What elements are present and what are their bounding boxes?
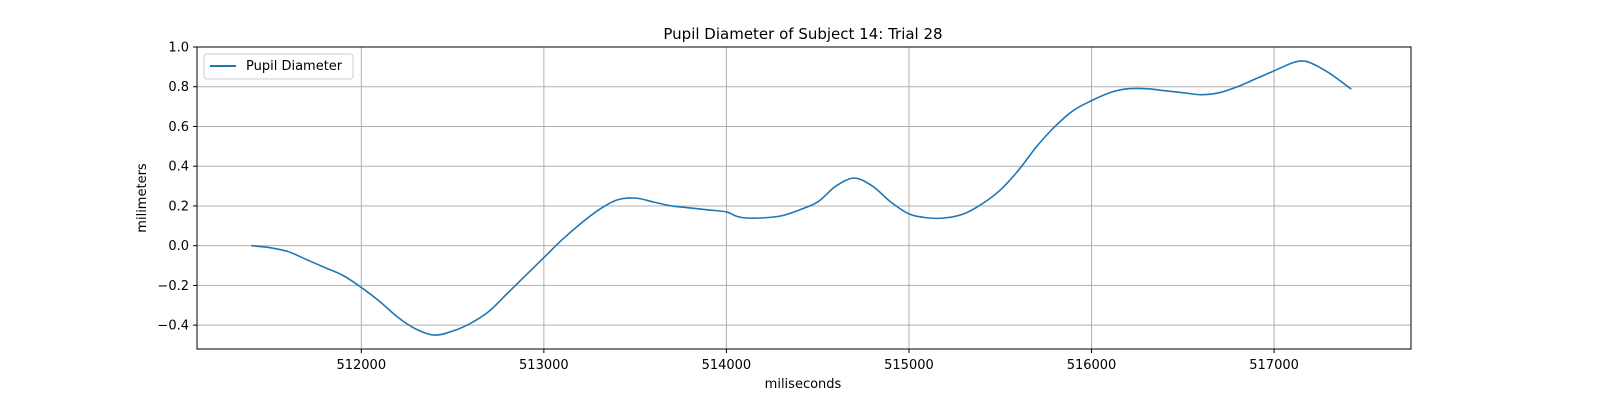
plot-frame [196,46,1412,350]
y-tick-label: 1.0 [168,41,189,56]
x-tick-label: 517000 [1249,358,1299,373]
series-line-pupil-diameter [250,60,1352,336]
chart-title: Pupil Diameter of Subject 14: Trial 28 [663,25,942,43]
legend-label: Pupil Diameter [246,59,343,74]
legend: Pupil Diameter [203,53,354,80]
x-tick-label: 512000 [336,358,386,373]
y-tick-label: 0.0 [168,239,189,254]
x-tick-label: 514000 [702,358,752,373]
x-tick-label: 516000 [1067,358,1117,373]
x-axis-ticks: 512000 513000 514000 515000 516000 517000 [336,349,1299,373]
y-tick-label: −0.2 [157,279,189,294]
legend-box [203,53,354,80]
x-axis-label: miliseconds [765,377,842,392]
x-tick-label: 515000 [884,358,934,373]
y-tick-label: 0.6 [168,120,189,135]
y-tick-label: −0.4 [157,319,189,334]
series-layer [250,60,1352,336]
y-axis-ticks: −0.4 −0.2 0.0 0.2 0.4 0.6 0.8 1.0 [157,41,197,334]
x-tick-label: 513000 [519,358,569,373]
y-tick-label: 0.8 [168,80,189,95]
y-tick-label: 0.2 [168,199,189,214]
grid [197,46,1411,349]
y-axis-label: milimeters [135,163,150,233]
y-tick-label: 0.4 [168,160,189,175]
